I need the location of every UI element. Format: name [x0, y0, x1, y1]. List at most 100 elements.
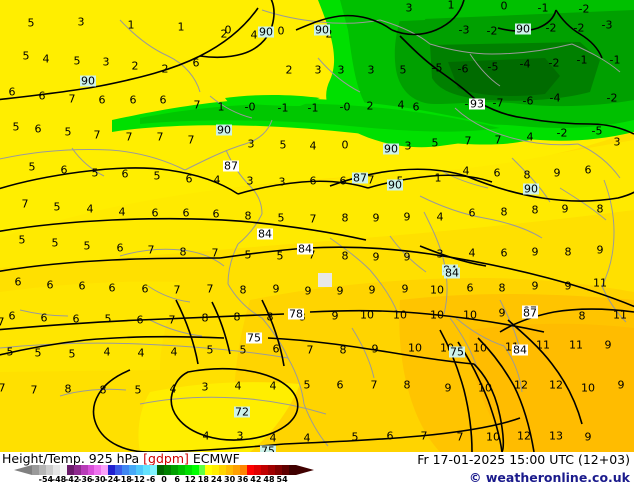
temperature-value: 6 [129, 93, 137, 107]
temperature-value: 11 [569, 338, 583, 352]
temperature-value: 7 [21, 197, 29, 211]
temperature-value: -2 [606, 91, 618, 105]
temperature-value: -2 [545, 21, 557, 35]
temperature-value: 5 [134, 383, 142, 397]
temperature-value: 6 [34, 122, 42, 136]
temperature-value: 9 [584, 430, 592, 444]
legend-swatch [233, 465, 241, 475]
temperature-value: 9 [372, 250, 380, 264]
temperature-value: 6 [185, 172, 193, 186]
temperature-value: 4 [303, 431, 311, 445]
height-contour-label: 90 [258, 25, 274, 39]
temperature-value: 5 [22, 49, 30, 63]
legend-swatch [115, 465, 123, 475]
temperature-value: 5 [64, 125, 72, 139]
temperature-value: 4 [309, 139, 317, 153]
temperature-value: 6 [46, 278, 54, 292]
temperature-value: 10 [430, 283, 444, 297]
temperature-value: 8 [500, 205, 508, 219]
legend-tick: -42 [64, 475, 80, 484]
temperature-value: 3 [278, 175, 286, 189]
temperature-value: 8 [403, 378, 411, 392]
temperature-value: 5 [12, 120, 20, 134]
temperature-value: 8 [523, 168, 531, 182]
temperature-value: 8 [341, 249, 349, 263]
height-contour-label: 90 [216, 123, 232, 137]
temperature-value: 4 [526, 130, 534, 144]
temperature-value: 4 [234, 379, 242, 393]
temperature-value: -1 [576, 53, 588, 67]
temperature-value: 6 [412, 100, 420, 114]
legend-color-bar [32, 465, 296, 475]
legend-tick: -48 [51, 475, 67, 484]
temperature-value: 5 [68, 347, 76, 361]
temperature-value: 5 [431, 136, 439, 150]
legend-swatch [156, 465, 164, 475]
temp-fill-green-alps-2 [140, 103, 500, 132]
temperature-value: 7 [370, 378, 378, 392]
temperature-value: 5 [34, 346, 42, 360]
temperature-value: 13 [549, 429, 563, 443]
city-marker[interactable] [318, 273, 332, 287]
temperature-value: 4 [250, 28, 258, 42]
temperature-value: -0 [339, 100, 351, 114]
temperature-value: 6 [386, 429, 394, 443]
temperature-value: 7 [0, 381, 6, 395]
map-canvas[interactable]: 5311002310-1-2-3-2-2-2-2-354532262423335… [0, 0, 634, 452]
temperature-value: 4 [436, 210, 444, 224]
temperature-value: 5 [276, 249, 284, 263]
temperature-value: 9 [498, 306, 506, 320]
legend-tick: 6 [174, 475, 180, 484]
temperature-value: 6 [141, 282, 149, 296]
temperature-value: 6 [336, 378, 344, 392]
temperature-value: 6 [584, 163, 592, 177]
temp-fill-light-yellow-2 [0, 140, 634, 268]
temperature-value: 7 [168, 313, 176, 327]
temperature-value: 10 [360, 308, 374, 322]
footer-bar: Height/Temp. 925 hPa [gdpm] ECMWF Fr 17-… [0, 451, 634, 490]
temperature-value: 4 [103, 345, 111, 359]
temperature-value: 7 [420, 429, 428, 443]
temperature-value: 7 [125, 130, 133, 144]
temperature-value: 5 [53, 200, 61, 214]
legend-tick: 30 [224, 475, 236, 484]
temperature-value: -2 [573, 21, 585, 35]
legend-swatch [108, 465, 116, 475]
height-contour-label: 90 [387, 178, 403, 192]
temperature-value: 3 [102, 55, 110, 69]
temperature-value: 8 [244, 209, 252, 223]
copyright-notice: © weatheronline.co.uk [469, 470, 630, 485]
temperature-value: -2 [556, 126, 568, 140]
map-graphics [0, 0, 634, 452]
temperature-value: -6 [457, 62, 469, 76]
temperature-value: 8 [99, 383, 107, 397]
temperature-value: 4 [118, 205, 126, 219]
temperature-value: 6 [121, 167, 129, 181]
height-contour-label: 87 [522, 306, 538, 320]
legend-tick: 48 [263, 475, 275, 484]
legend-tick: -6 [146, 475, 156, 484]
temp-fill-green-topleft [360, 0, 430, 22]
temperature-value: -4 [549, 91, 561, 105]
temperature-value: 0 [224, 23, 232, 37]
temperature-value: 9 [531, 245, 539, 259]
temperature-value: 6 [116, 241, 124, 255]
temperature-value: 4 [86, 202, 94, 216]
temperature-value: 3 [337, 63, 345, 77]
temperature-value: 10 [408, 341, 422, 355]
legend-swatch [247, 465, 254, 475]
temperature-value: 9 [401, 282, 409, 296]
temperature-value: 3 [236, 429, 244, 443]
color-legend[interactable]: -54 -48 -42 -36 -30 -24 -18 -12 -6 0 6 12 18 24 30 36 42… [14, 465, 314, 489]
temperature-value: -2 [578, 2, 590, 16]
temperature-value: 8 [498, 281, 506, 295]
temperature-value: 5 [303, 378, 311, 392]
legend-swatch [212, 465, 220, 475]
temperature-value: 6 [72, 312, 80, 326]
temperature-value: 0 [500, 0, 508, 13]
temperature-value: 8 [596, 202, 604, 216]
temperature-value: 4 [213, 173, 221, 187]
temperature-value: 9 [372, 211, 380, 225]
temp-fill-green-spot [225, 95, 320, 106]
title-prefix: Height/Temp. 925 hPa [2, 451, 144, 466]
